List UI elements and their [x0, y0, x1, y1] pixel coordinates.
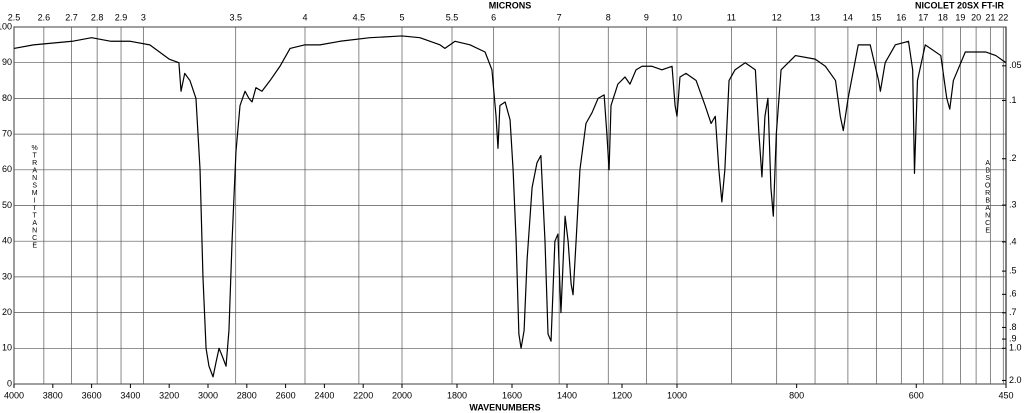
top-tick-label: 2.8 [91, 12, 104, 22]
y2-tick-label: .9 [1009, 333, 1017, 343]
y-tick-label: 10 [2, 343, 12, 353]
x-tick-label: 3400 [120, 390, 140, 400]
y-tick-label: 60 [2, 164, 12, 174]
y-tick-label: 40 [2, 236, 12, 246]
y-tick-label: 0 [7, 378, 12, 388]
y-tick-label: 100 [0, 21, 12, 31]
y2-tick-label: .4 [1009, 236, 1017, 246]
top-tick-label: 7 [557, 12, 562, 22]
x-tick-label: 3200 [159, 390, 179, 400]
top-tick-label: 8 [606, 12, 611, 22]
top-tick-label: 19 [955, 12, 965, 22]
top-tick-label: 9 [644, 12, 649, 22]
x-axis-label: WAVENUMBERS [469, 402, 540, 412]
top-tick-label: 22 [998, 12, 1008, 22]
top-tick-label: 6 [491, 12, 496, 22]
y2-tick-label: .05 [1009, 60, 1022, 70]
x-tick-label: 3000 [198, 390, 218, 400]
top-tick-label: 3 [141, 12, 146, 22]
top-tick-label: 5 [399, 12, 404, 22]
y2-tick-label: 1.0 [1009, 343, 1022, 353]
top-tick-label: 15 [871, 12, 881, 22]
top-tick-label: 17 [918, 12, 928, 22]
y2-tick-label: .6 [1009, 289, 1017, 299]
chart-title: MICRONS [489, 0, 532, 10]
y-tick-label: 20 [2, 307, 12, 317]
x-tick-label: 600 [909, 390, 924, 400]
x-tick-label: 1800 [447, 390, 467, 400]
y-tick-label: 90 [2, 57, 12, 67]
y2-tick-label: .2 [1009, 153, 1017, 163]
x-tick-label: 3800 [43, 390, 63, 400]
y2-axis-label: ABSORBANCE [984, 160, 991, 235]
top-tick-label: 3.5 [229, 12, 242, 22]
x-tick-label: 4000 [4, 390, 24, 400]
y2-tick-label: .3 [1009, 199, 1017, 209]
x-tick-label: 2800 [237, 390, 257, 400]
y2-tick-label: 2.0 [1009, 375, 1022, 385]
top-tick-label: 2.9 [115, 12, 128, 22]
top-tick-label: 14 [843, 12, 853, 22]
top-tick-label: 10 [672, 12, 682, 22]
spectrum-line [13, 35, 1007, 378]
top-tick-label: 12 [772, 12, 782, 22]
top-tick-label: 2.6 [38, 12, 51, 22]
top-tick-label: 16 [896, 12, 906, 22]
x-tick-label: 1000 [667, 390, 687, 400]
top-tick-label: 20 [971, 12, 981, 22]
y-tick-label: 80 [2, 93, 12, 103]
top-tick-label: 11 [727, 12, 736, 22]
y-tick-label: 70 [2, 128, 12, 138]
top-tick-label: 18 [938, 12, 948, 22]
x-tick-label: 2000 [392, 390, 412, 400]
y2-tick-label: .5 [1009, 265, 1017, 275]
x-tick-label: 1200 [612, 390, 632, 400]
top-tick-label: 2.5 [8, 12, 21, 22]
x-tick-label: 3600 [82, 390, 102, 400]
x-tick-label: 2200 [353, 390, 373, 400]
x-tick-label: 1600 [502, 390, 522, 400]
y2-tick-label: .8 [1009, 322, 1017, 332]
y2-tick-label: .1 [1009, 95, 1017, 105]
top-tick-label: 4.5 [353, 12, 366, 22]
x-tick-label: 2400 [314, 390, 334, 400]
y-tick-label: 50 [2, 200, 12, 210]
x-tick-label: 450 [998, 390, 1013, 400]
y-tick-label: 30 [2, 271, 12, 281]
x-tick-label: 1400 [557, 390, 577, 400]
y-axis-label: %TRANSMITTANCE [31, 145, 38, 250]
y2-tick-label: .7 [1009, 307, 1017, 317]
top-tick-label: 21 [985, 12, 995, 22]
top-tick-label: 2.7 [65, 12, 78, 22]
instrument-label: NICOLET 20SX FT-IR [915, 0, 1005, 10]
x-tick-label: 800 [789, 390, 804, 400]
top-tick-label: 13 [810, 12, 820, 22]
top-tick-label: 5.5 [446, 12, 459, 22]
top-tick-label: 4 [302, 12, 307, 22]
x-tick-label: 2600 [276, 390, 296, 400]
